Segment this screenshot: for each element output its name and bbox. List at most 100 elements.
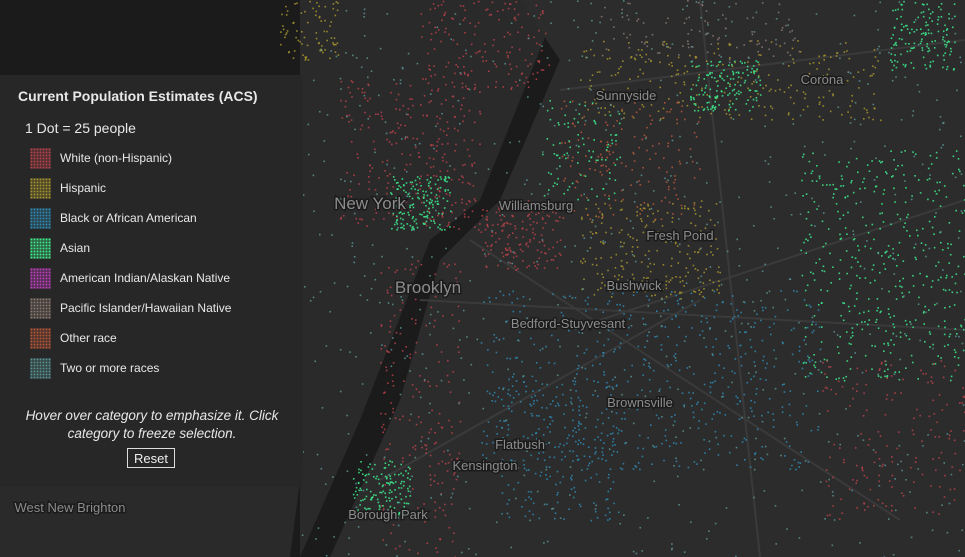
dot xyxy=(529,224,532,226)
dot xyxy=(723,69,725,71)
dot xyxy=(617,432,619,435)
dot xyxy=(460,108,462,111)
dot xyxy=(555,212,557,214)
dot xyxy=(899,336,902,338)
dot xyxy=(536,399,538,402)
dot xyxy=(440,379,443,382)
dot xyxy=(666,364,669,366)
dot xyxy=(483,43,486,45)
dot xyxy=(742,301,745,303)
dot xyxy=(485,218,488,220)
dot xyxy=(936,421,938,424)
dot xyxy=(418,177,421,180)
dot xyxy=(458,452,461,455)
dot xyxy=(367,126,370,129)
dot xyxy=(694,104,697,106)
dot xyxy=(499,210,501,212)
dot xyxy=(951,17,954,20)
dot xyxy=(693,204,696,206)
dot xyxy=(755,97,758,99)
legend-item[interactable]: Two or more races xyxy=(30,357,159,379)
dot xyxy=(558,404,560,407)
reset-button[interactable]: Reset xyxy=(127,448,175,468)
legend-item[interactable]: Other race xyxy=(30,327,117,349)
dot xyxy=(957,237,960,239)
legend-item[interactable]: American Indian/Alaskan Native xyxy=(30,267,230,289)
dot xyxy=(381,255,383,258)
dot xyxy=(346,285,349,288)
dot xyxy=(459,339,461,341)
dot xyxy=(811,316,814,319)
dot xyxy=(620,326,622,329)
dot xyxy=(728,58,731,61)
dot xyxy=(858,312,861,315)
dot xyxy=(532,402,535,405)
dot xyxy=(879,212,881,215)
dot xyxy=(773,349,775,352)
legend-item[interactable]: Asian xyxy=(30,237,90,259)
dot xyxy=(423,194,425,196)
dot xyxy=(711,105,714,108)
dot xyxy=(589,247,592,249)
dot xyxy=(329,310,331,313)
dot xyxy=(391,512,394,515)
dot xyxy=(641,389,643,391)
dot xyxy=(542,151,544,153)
legend-item[interactable]: Hispanic xyxy=(30,177,106,199)
dot xyxy=(412,216,414,218)
dot xyxy=(709,381,712,384)
dot xyxy=(551,211,554,213)
dot xyxy=(399,332,402,335)
dot xyxy=(698,74,700,76)
dot xyxy=(444,31,446,33)
dot xyxy=(914,507,916,509)
dot xyxy=(865,409,868,412)
dot xyxy=(651,295,653,297)
dot xyxy=(891,486,893,488)
dot xyxy=(698,289,700,291)
dot xyxy=(453,127,456,130)
dot xyxy=(821,326,823,328)
dot xyxy=(715,309,718,312)
dot xyxy=(398,204,400,206)
dot xyxy=(335,1,338,3)
dot xyxy=(846,331,848,333)
dot xyxy=(562,314,564,317)
dot xyxy=(717,221,719,224)
dot xyxy=(713,413,715,415)
dot xyxy=(422,25,424,28)
dot xyxy=(959,170,961,173)
dot xyxy=(705,268,707,270)
dot xyxy=(714,97,717,100)
legend-item[interactable]: Black or African American xyxy=(30,207,197,229)
dot xyxy=(333,536,335,538)
dot xyxy=(803,361,806,363)
dot xyxy=(506,469,508,471)
dot xyxy=(363,35,366,37)
dot xyxy=(637,18,640,20)
dot xyxy=(712,254,714,256)
dot xyxy=(507,267,509,270)
dot xyxy=(934,216,936,218)
dot xyxy=(878,160,881,162)
legend-item[interactable]: Pacific Islander/Hawaiian Native xyxy=(30,297,231,319)
dot xyxy=(836,52,838,54)
dot xyxy=(369,164,371,166)
dot xyxy=(957,265,960,268)
dot xyxy=(498,207,500,209)
dot xyxy=(869,488,872,491)
dot xyxy=(690,88,693,91)
dot xyxy=(498,18,500,21)
dot xyxy=(943,320,946,322)
dot xyxy=(468,548,470,550)
dot xyxy=(388,331,391,333)
dot xyxy=(488,14,491,16)
dot xyxy=(389,475,392,477)
dot xyxy=(404,209,407,211)
dot xyxy=(665,284,667,286)
dot xyxy=(678,504,680,506)
dot xyxy=(869,75,872,77)
legend-item[interactable]: White (non-Hispanic) xyxy=(30,147,172,169)
dot xyxy=(581,137,584,140)
dot xyxy=(379,491,381,494)
